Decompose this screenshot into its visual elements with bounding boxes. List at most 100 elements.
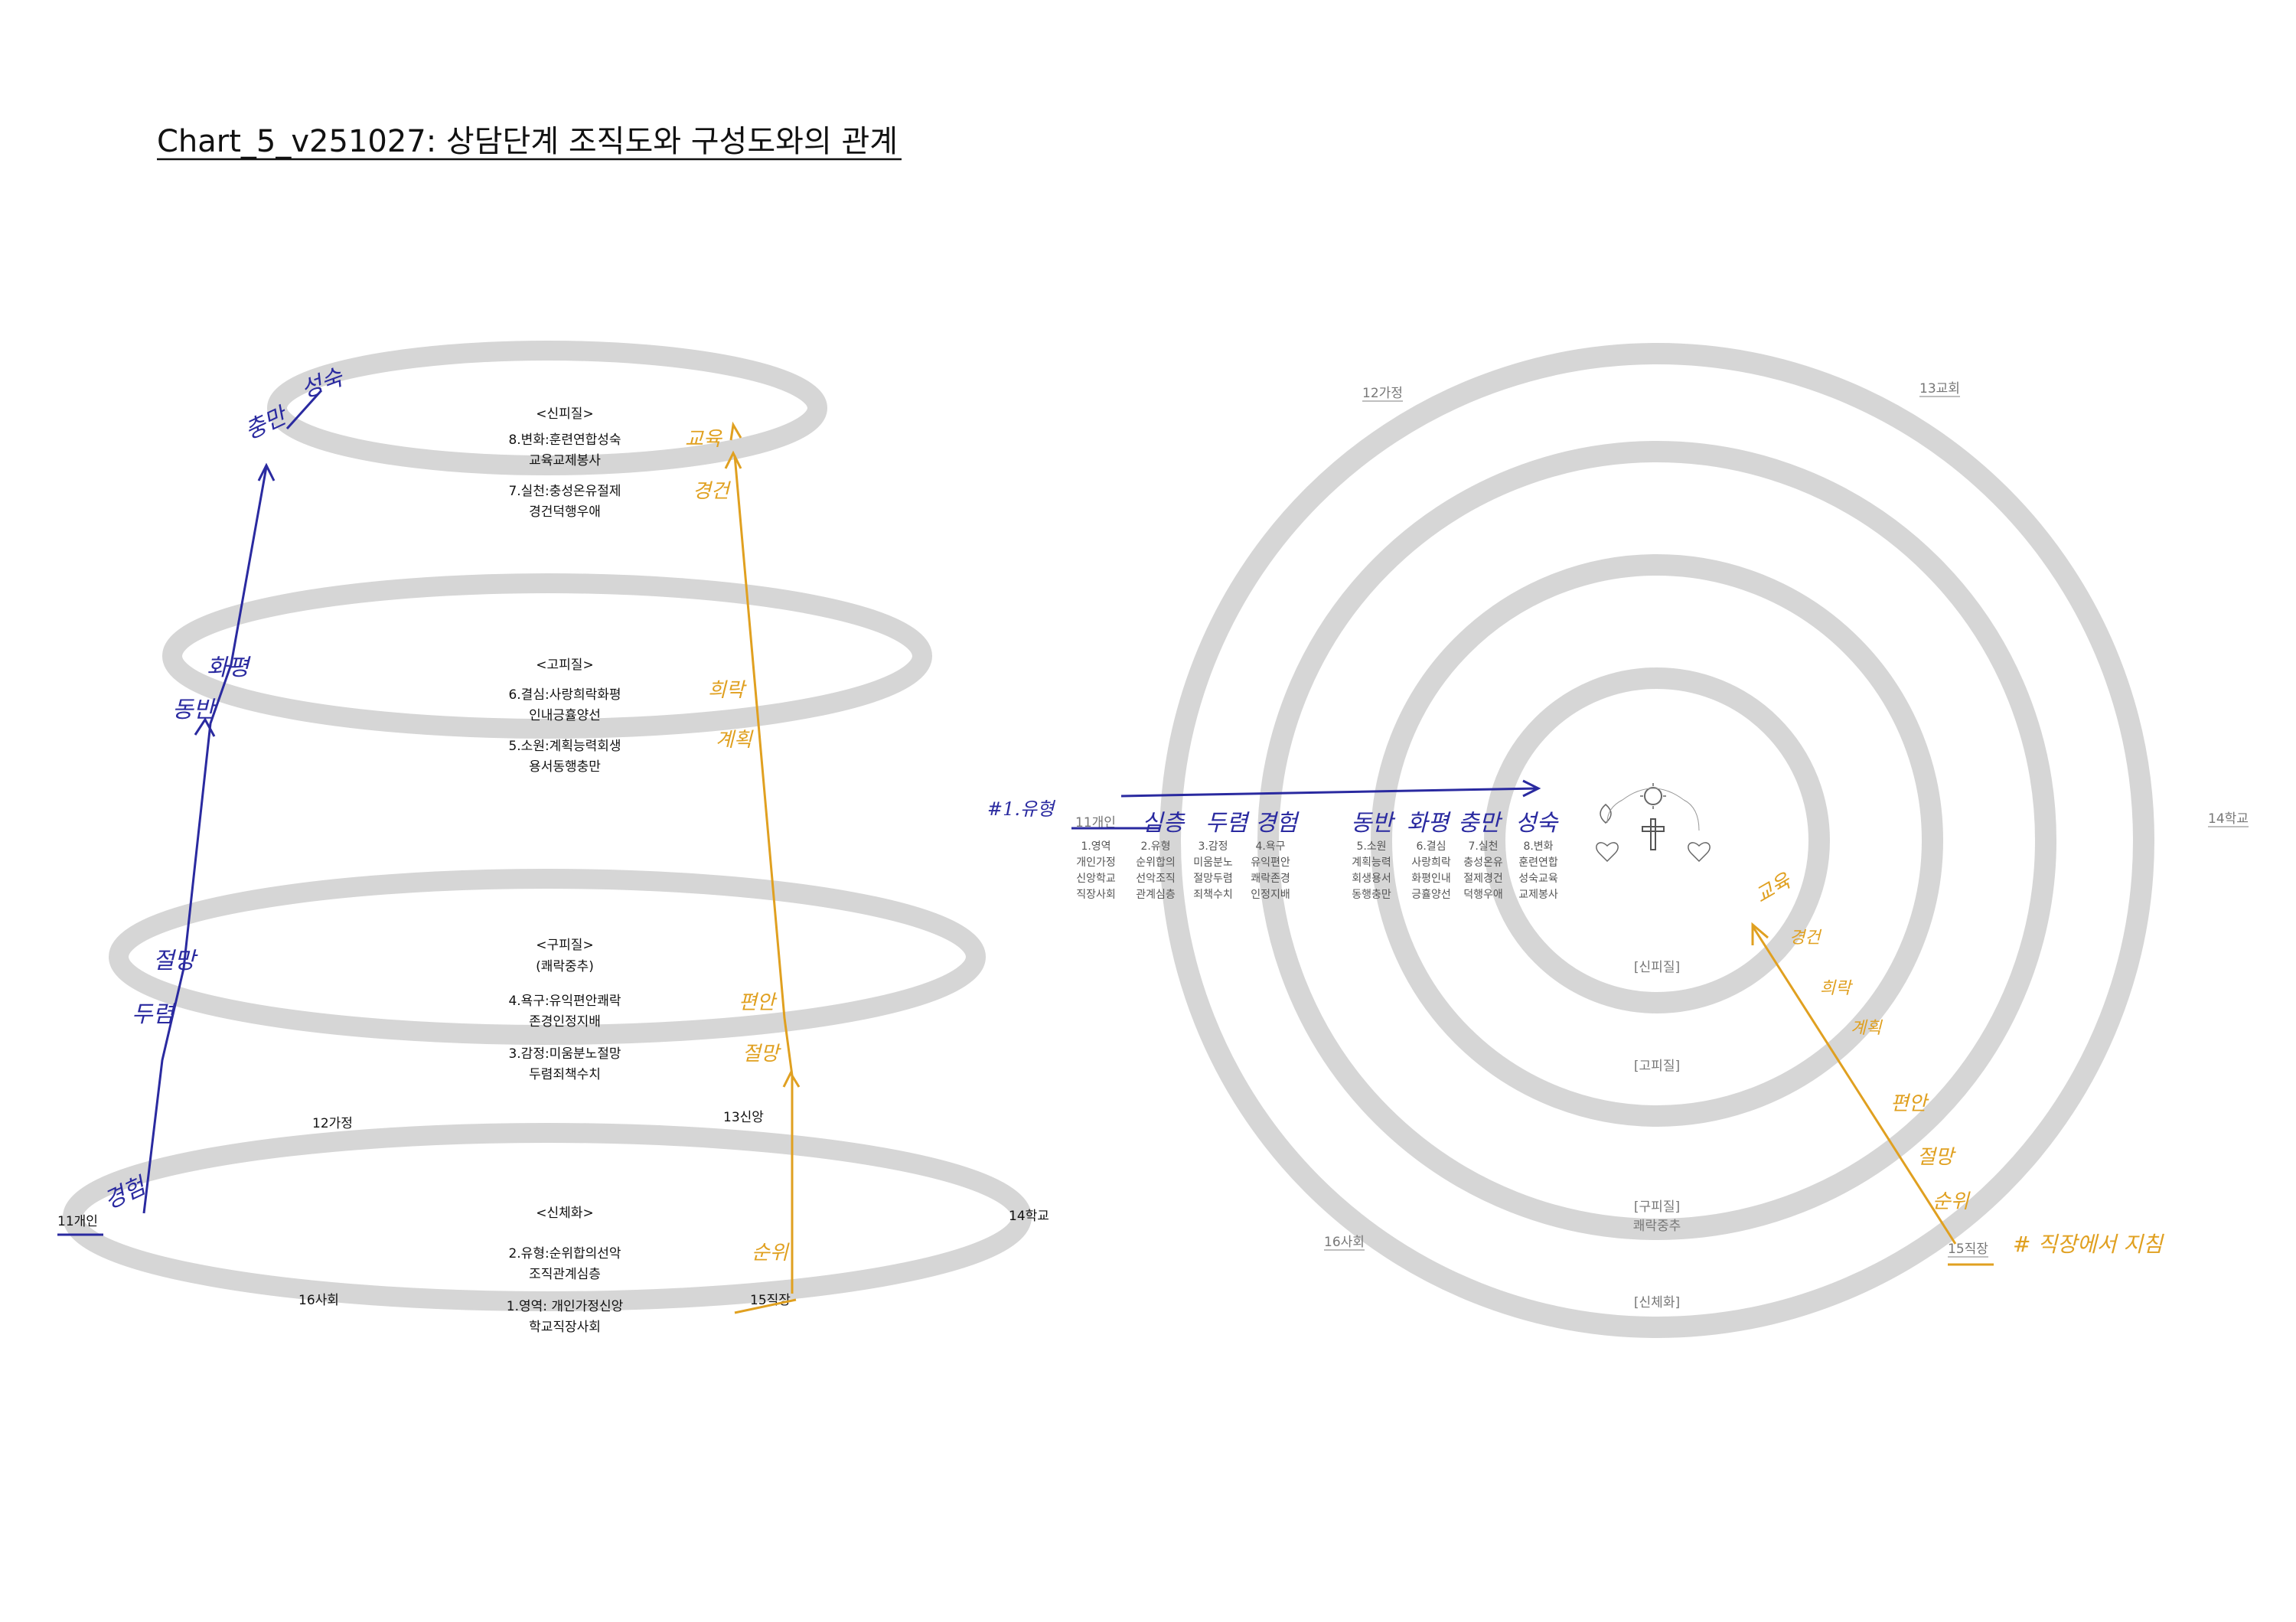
stage-column-line: 긍휼양선: [1411, 889, 1451, 901]
level-header: <신체화>: [536, 1206, 593, 1221]
stage-column-line: 죄책수치: [1193, 889, 1233, 901]
arc-line: [1622, 788, 1684, 801]
stage-column-line: 충성온유: [1463, 857, 1503, 869]
cross-icon: [1650, 818, 1656, 850]
blue-note: 경험: [1255, 810, 1300, 837]
level-line: 학교직장사회: [529, 1320, 601, 1335]
stage-column-line: 직장사회: [1076, 889, 1116, 901]
stage-column-line: 1.영역: [1081, 840, 1110, 853]
gold-annotation-path: 교육 경건 희락 계획 편안 절망 순위: [685, 421, 801, 1314]
place-label-14: 14학교: [1009, 1209, 1049, 1224]
gold-note: 절망: [1917, 1146, 1956, 1169]
blue-note: 충만: [1458, 810, 1503, 837]
gold-note: 계획: [1851, 1019, 1883, 1038]
blue-annotation-row: #1.유형 심층 두렴 경험 동반 화평 충만 성숙: [987, 779, 1560, 837]
blue-note: 두렴: [132, 1001, 177, 1028]
head-left-icon: [1600, 804, 1612, 824]
level-header: <고피질>: [536, 658, 593, 673]
blue-note: 화평: [207, 654, 252, 681]
level-line: 4.욕구:유익편안쾌락: [508, 994, 621, 1009]
gold-note: 희락: [1820, 979, 1853, 998]
ring-label: [구피질]: [1634, 1199, 1680, 1215]
level-line: 경건덕행우애: [529, 504, 601, 520]
place-label-16: 16사회: [1324, 1235, 1365, 1250]
stage-column-line: 훈련연합: [1518, 857, 1558, 869]
stage-column-line: 개인가정: [1076, 857, 1116, 869]
gold-note: 순위: [752, 1242, 790, 1265]
ring-sublabel: 쾌락중추: [1633, 1219, 1681, 1234]
ring-label: [신피질]: [1634, 960, 1680, 975]
level-line: 3.감정:미움분노절망: [508, 1046, 621, 1062]
level-sub: (쾌락중추): [536, 959, 594, 974]
level-line: 용서동행충만: [529, 759, 601, 775]
blue-note: 동반: [1351, 810, 1396, 837]
blue-annotation-path: 성숙 충만 화평 동반 절망 두렴 경험: [57, 364, 348, 1236]
ring-somatic: [1159, 343, 2154, 1338]
ring-neocortex: [1484, 667, 1830, 1013]
stage-column-line: 5.소원: [1356, 840, 1386, 853]
place-label-16: 16사회: [298, 1293, 339, 1308]
gold-note: 경건: [1789, 928, 1822, 948]
stage-column-line: 선악조직: [1136, 873, 1176, 885]
ring-label: [신체화]: [1634, 1295, 1680, 1310]
stage-column-line: 절망두렴: [1193, 873, 1233, 885]
place-label-12: 12가정: [1362, 386, 1403, 401]
gold-note: 계획: [716, 729, 754, 752]
stage-column-line: 성숙교육: [1518, 873, 1558, 885]
heart-right-icon: [1688, 842, 1711, 863]
heart-left-icon: [1596, 842, 1619, 863]
level-line: 조직관계심층: [529, 1267, 601, 1282]
level-line: 교육교제봉사: [529, 453, 601, 468]
ellipse-level-oldcortex: [109, 869, 986, 1045]
level-line: 6.결심:사랑희락화평: [508, 687, 621, 703]
level-line: 2.유형:순위합의선악: [508, 1246, 621, 1261]
level-oldcortex-text: <구피질> (쾌락중추) 4.욕구:유익편안쾌락 존경인정지배 3.감정:미움분…: [508, 938, 621, 1082]
gold-note: 절망: [742, 1043, 781, 1066]
level-line: 5.소원:계획능력회생: [508, 739, 621, 754]
stage-column-line: 사랑희락: [1411, 857, 1451, 869]
level-neocortex-text: <신피질> 8.변화:훈련연합성숙 교육교제봉사 7.실천:충성온유절제 경건덕…: [508, 406, 621, 520]
stage-column-line: 2.유형: [1140, 840, 1170, 853]
stage-column-line: 동행충만: [1352, 889, 1391, 901]
level-header: <신피질>: [536, 406, 593, 422]
ring-highcortex: [1371, 554, 1943, 1127]
center-emblem: [1596, 783, 1711, 863]
ellipse-level-highcortex: [162, 573, 932, 739]
stage-column-line: 화평인내: [1411, 873, 1451, 885]
place-label-13: 13신앙: [723, 1110, 764, 1125]
place-label-15: 15직장: [1948, 1242, 1988, 1257]
stage-column-line: 4.욕구: [1255, 840, 1285, 853]
stage-column-line: 계획능력: [1352, 857, 1391, 869]
place-label-15: 15직장: [750, 1293, 791, 1308]
blue-note: 두렴: [1205, 810, 1251, 837]
ellipse-level-somatic: [63, 1123, 1032, 1311]
place-label-14: 14학교: [2208, 811, 2249, 827]
stage-column-line: 관계심층: [1136, 889, 1176, 901]
place-label-11: 11개인: [57, 1214, 98, 1229]
place-label-12: 12가정: [312, 1116, 353, 1131]
stage-column-line: 3.감정: [1198, 840, 1228, 853]
stage-column-line: 신앙학교: [1076, 873, 1116, 885]
sun-icon: [1644, 787, 1662, 805]
stage-column-line: 8.변화: [1523, 840, 1553, 853]
stage-column-line: 교제봉사: [1518, 889, 1558, 901]
stage-column-line: 6.결심: [1416, 840, 1446, 853]
level-line: 두렴죄책수치: [529, 1067, 601, 1082]
stage-column-line: 덕행우애: [1463, 889, 1503, 901]
right-concentric-diagram: [신피질] [고피질] [구피질] 쾌락중추 [신체화] 11개인 12가정 1…: [987, 343, 2249, 1338]
ellipse-level-neocortex: [267, 341, 827, 475]
ring-label: [고피질]: [1634, 1059, 1680, 1074]
stage-column-line: 회생용서: [1352, 873, 1391, 885]
blue-note: 심층: [1142, 810, 1186, 837]
blue-note: 화평: [1407, 810, 1452, 837]
gold-annotation-diagonal: 교육 경건 희락 계획 편안 절망 순위 # 직장에서 지침: [1751, 869, 2164, 1266]
gold-note: 희락: [708, 679, 747, 702]
blue-note: #1.유형: [987, 798, 1056, 820]
gold-note: 교육: [685, 428, 723, 451]
stage-column-line: 인정지배: [1251, 889, 1290, 901]
